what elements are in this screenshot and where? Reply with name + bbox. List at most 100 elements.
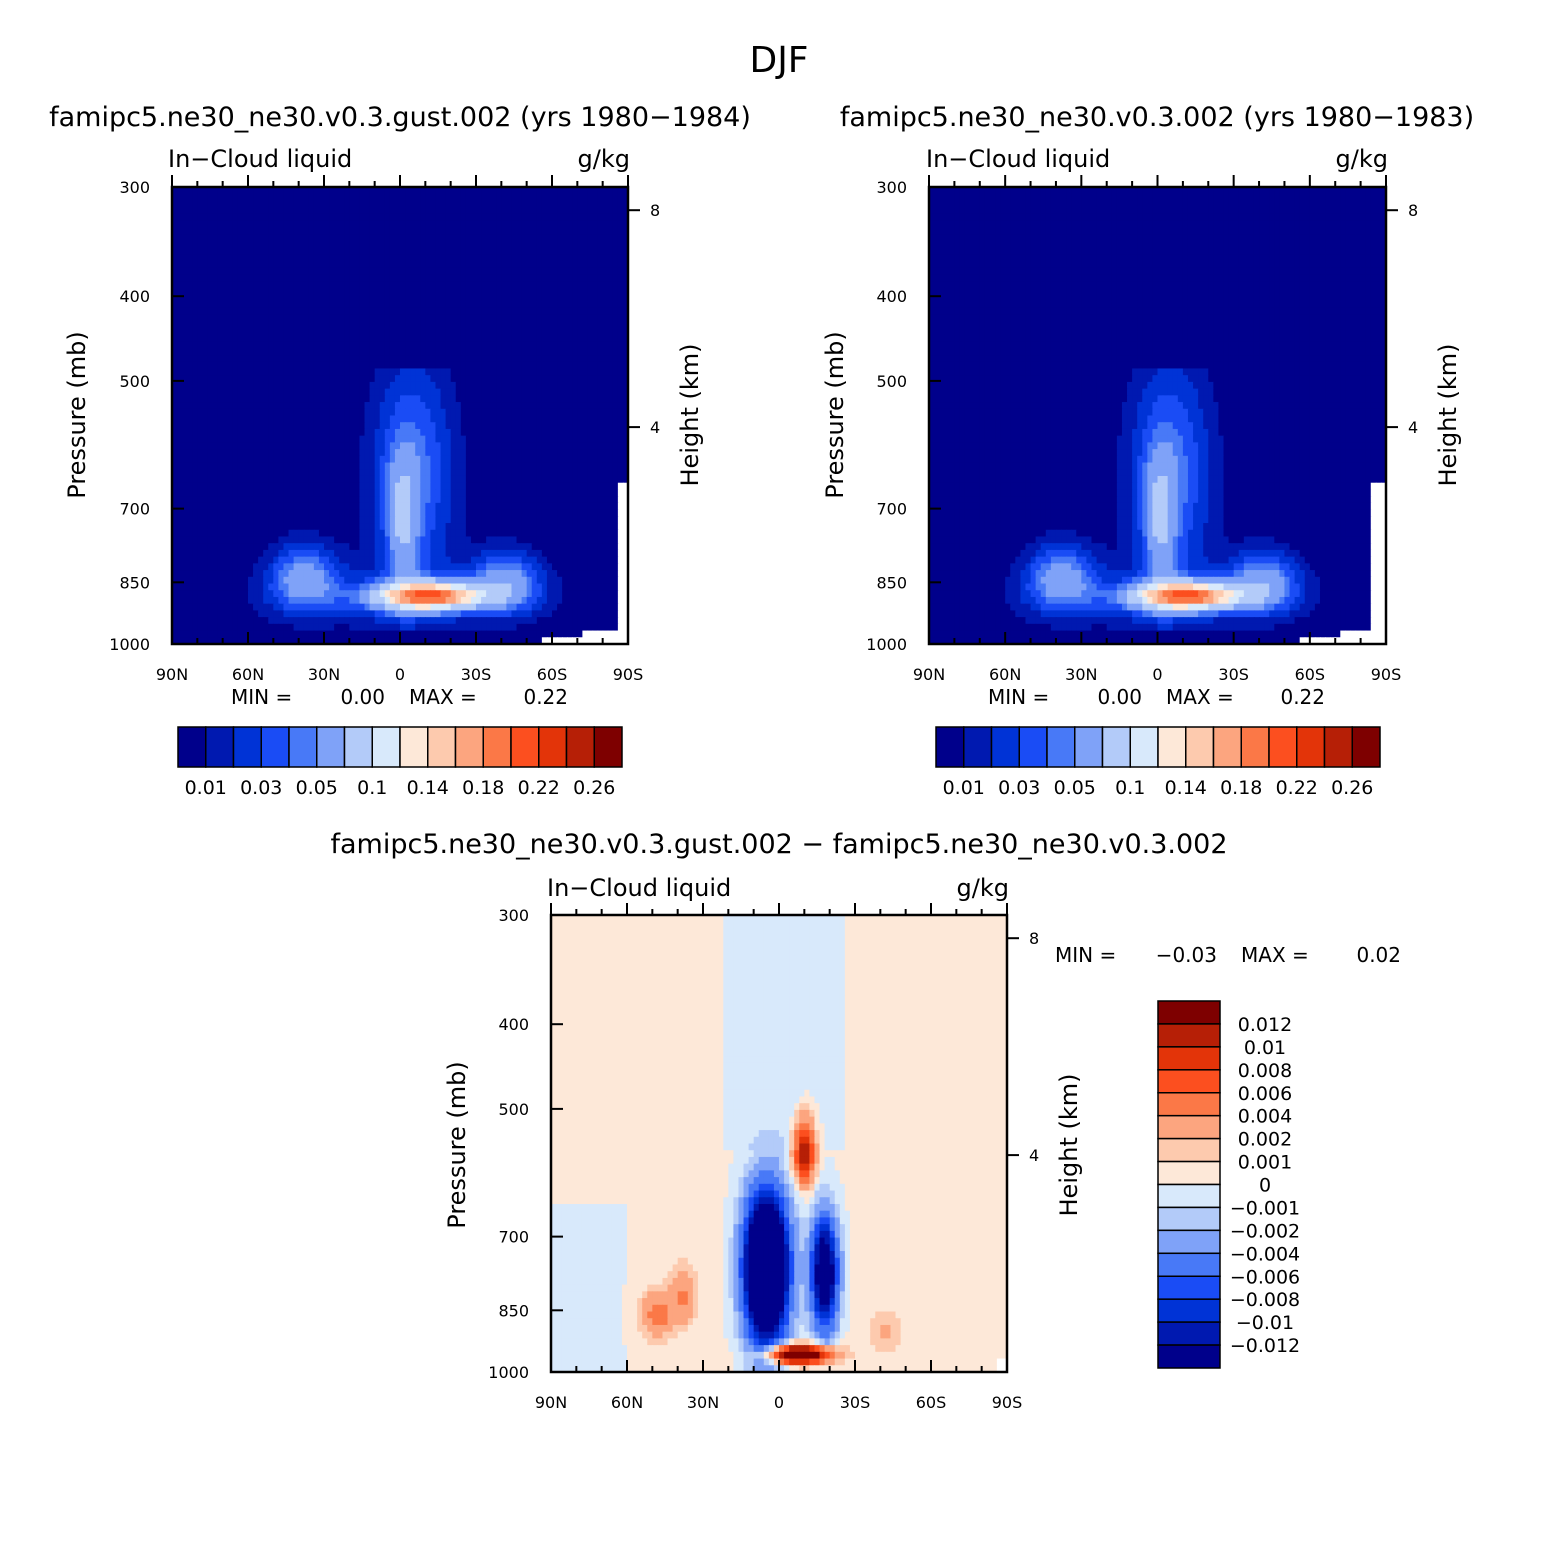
field-cell [537,227,543,234]
field-cell [461,254,467,261]
field-cell [395,261,401,268]
field-cell [618,463,624,470]
field-cell [430,456,436,463]
field-cell [370,355,376,362]
field-cell [547,442,553,449]
field-cell [466,295,472,302]
field-cell [258,315,264,322]
field-cell [258,382,264,389]
field-cell [289,409,295,416]
field-cell [618,328,624,335]
field-cell [223,382,229,389]
field-cell [329,409,335,416]
field-cell [405,510,411,517]
field-cell [309,241,315,248]
field-cell [359,254,365,261]
field-cell [359,348,365,355]
field-cell [314,463,320,470]
field-cell [218,207,224,214]
field-cell [598,301,604,308]
field-cell [435,200,441,207]
field-cell [380,416,386,423]
field-cell [349,476,355,483]
field-cell [268,254,274,261]
field-cell [299,254,305,261]
field-cell [435,463,441,470]
field-cell [395,274,401,281]
field-cell [375,328,381,335]
field-cell [314,422,320,429]
field-cell [537,489,543,496]
field-cell [238,543,244,550]
field-cell [273,362,279,369]
field-cell [491,496,497,503]
field-cell [618,416,624,423]
field-cell [289,368,295,375]
field-cell [324,422,330,429]
field-cell [187,207,193,214]
field-cell [613,543,619,550]
field-cell [329,348,335,355]
field-cell [511,402,517,409]
field-cell [552,241,558,248]
field-cell [304,503,310,510]
field-cell [207,241,213,248]
field-cell [283,436,289,443]
field-cell [354,489,360,496]
field-cell [294,335,300,342]
field-cell [395,308,401,315]
field-cell [598,221,604,228]
field-cell [344,395,350,402]
field-cell [577,550,583,557]
field-cell [349,194,355,201]
field-cell [461,463,467,470]
field-cell [365,281,371,288]
field-cell [532,483,538,490]
field-cell [522,510,528,517]
field-cell [598,456,604,463]
field-cell [405,530,411,537]
field-cell [309,422,315,429]
field-cell [223,496,229,503]
field-cell [410,429,416,436]
field-cell [587,516,593,523]
field-cell [299,422,305,429]
field-cell [552,342,558,349]
field-cell [582,355,588,362]
field-cell [324,368,330,375]
field-cell [187,389,193,396]
field-cell [420,227,426,234]
field-cell [218,288,224,295]
field-cell [517,221,523,228]
field-cell [506,523,512,530]
field-cell [218,301,224,308]
field-cell [486,247,492,254]
field-cell [263,375,269,382]
field-cell [593,503,599,510]
field-cell [359,469,365,476]
field-cell [283,375,289,382]
field-cell [476,550,482,557]
field-cell [263,254,269,261]
field-cell [577,543,583,550]
field-cell [461,194,467,201]
field-cell [451,355,457,362]
field-cell [177,389,183,396]
field-cell [263,328,269,335]
field-cell [481,247,487,254]
field-cell [370,295,376,302]
field-cell [552,254,558,261]
field-cell [552,483,558,490]
field-cell [471,254,477,261]
field-cell [532,342,538,349]
field-cell [425,342,431,349]
field-cell [466,254,472,261]
field-cell [618,207,624,214]
field-cell [309,489,315,496]
field-cell [567,536,573,543]
field-cell [481,456,487,463]
field-cell [258,274,264,281]
field-cell [395,200,401,207]
field-cell [603,227,609,234]
field-cell [197,247,203,254]
